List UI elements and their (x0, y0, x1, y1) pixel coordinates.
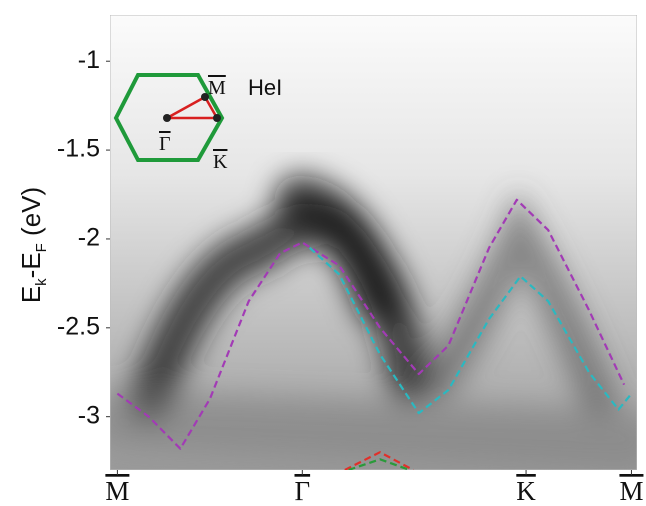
inset-label: K (213, 151, 228, 173)
y-label-part: E (16, 286, 46, 303)
y-tick-label: -1.5 (57, 135, 100, 163)
y-tick-label: -3 (78, 401, 100, 429)
inset-label: HeI (248, 75, 282, 100)
bz-inset: M Γ K HeI (113, 73, 282, 173)
y-label-part: k (33, 278, 50, 286)
x-tick-label: M (619, 476, 643, 506)
x-tick-label: K (516, 476, 536, 506)
band-curve (308, 246, 633, 415)
x-tick-label: M (105, 476, 129, 506)
y-label-part: (eV) (16, 187, 46, 243)
y-axis-label: Ek-EF (eV) (16, 187, 50, 303)
y-tick-label: -2.5 (57, 312, 100, 340)
x-tick-label: Γ (295, 476, 311, 506)
inset-label: Γ (159, 133, 171, 155)
curves (116, 198, 633, 470)
intensity-map (110, 15, 637, 470)
y-tick-label: -2 (78, 224, 100, 252)
band-curve (116, 198, 626, 450)
y-label-part: F (33, 243, 50, 252)
y-label-part: -E (16, 252, 46, 278)
band-curve (344, 451, 414, 470)
inset-label: M (208, 77, 226, 99)
band-curve (348, 458, 410, 470)
y-tick-label: -1 (78, 46, 100, 74)
